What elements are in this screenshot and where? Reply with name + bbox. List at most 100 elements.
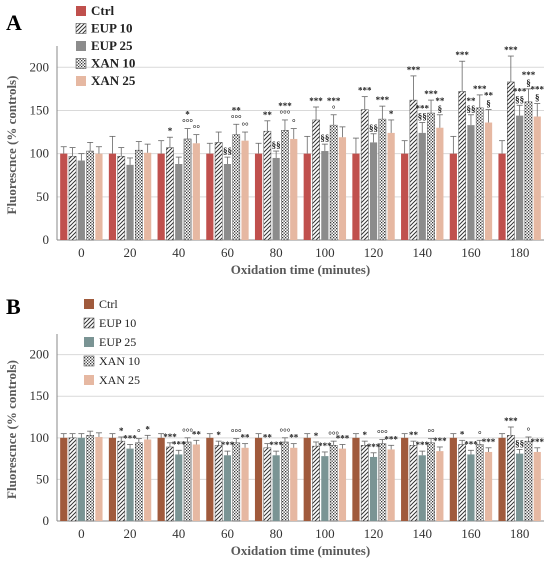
significance-label: §§	[369, 123, 378, 133]
significance-label: §	[438, 104, 443, 114]
significance-label: ***	[384, 434, 398, 444]
bar	[254, 153, 263, 240]
significance-label: °°°	[328, 430, 339, 440]
significance-label: §§	[515, 438, 524, 448]
significance-label: ***	[424, 89, 438, 99]
x-tick-label: 40	[172, 526, 185, 541]
x-tick-label: 100	[315, 526, 335, 541]
bar	[378, 443, 387, 522]
significance-label: ***	[221, 440, 235, 450]
y-axis-label: Fluorescnce (% controls)	[4, 76, 19, 215]
significance-label: ***	[278, 101, 292, 111]
bar	[263, 130, 272, 241]
x-tick-label: 20	[124, 245, 137, 260]
significance-label: °°	[427, 428, 435, 438]
bar	[126, 164, 134, 240]
bar	[192, 143, 200, 240]
bar	[338, 137, 347, 240]
bar	[281, 441, 289, 522]
significance-label: ***	[163, 432, 177, 442]
significance-label: °	[478, 429, 482, 439]
significance-label: §§	[466, 104, 475, 114]
significance-label: °°	[241, 121, 249, 131]
significance-label: **	[409, 430, 419, 440]
bar	[206, 437, 214, 521]
bar	[272, 455, 280, 521]
x-tick-label: 140	[413, 245, 433, 260]
bar	[352, 153, 360, 240]
significance-label: °	[332, 104, 336, 114]
bar	[458, 444, 466, 522]
significance-label: ***	[482, 437, 496, 447]
bar	[232, 134, 241, 241]
bar	[436, 127, 444, 240]
bar	[312, 119, 320, 241]
significance-label: *	[314, 431, 319, 441]
bar	[166, 147, 174, 241]
significance-label: ***	[416, 440, 430, 450]
significance-label: **	[435, 96, 445, 106]
bar	[533, 451, 541, 521]
y-tick-label: 50	[36, 189, 49, 204]
bar	[86, 435, 95, 522]
significance-label: ***	[358, 86, 372, 96]
legend-swatch	[83, 355, 95, 367]
bar	[418, 132, 426, 240]
legend-label: EUP 25	[91, 38, 133, 53]
bar	[387, 132, 395, 240]
bar	[108, 437, 117, 521]
bar	[507, 81, 515, 241]
significance-label: °°°	[231, 428, 242, 438]
bar	[214, 142, 223, 241]
bar	[144, 152, 152, 240]
significance-label: ***	[123, 433, 137, 443]
x-tick-label: 80	[270, 526, 283, 541]
y-tick-label: 150	[30, 388, 50, 403]
bar	[95, 436, 103, 521]
legend-swatch	[83, 317, 95, 329]
bar	[77, 160, 85, 240]
y-tick-label: 200	[30, 59, 50, 74]
legend-label: XAN 10	[91, 56, 135, 71]
y-tick-label: 200	[30, 347, 50, 362]
bar	[95, 153, 103, 240]
bar	[524, 101, 533, 241]
bar	[272, 157, 280, 240]
bar	[387, 449, 395, 521]
bar	[281, 130, 289, 241]
bar	[241, 447, 249, 521]
significance-label: **	[192, 429, 202, 439]
significance-label: °°	[193, 124, 201, 134]
legend-label: EUP 10	[99, 316, 136, 330]
bar	[475, 107, 484, 241]
x-tick-label: 120	[364, 245, 384, 260]
bar	[458, 91, 466, 241]
bar	[108, 153, 117, 240]
legend-label: EUP 25	[99, 335, 136, 349]
x-axis-label: Oxidation time (minutes)	[231, 262, 370, 277]
bar	[329, 124, 338, 241]
x-tick-label: 20	[124, 526, 137, 541]
significance-label: ***	[269, 440, 283, 450]
bar	[449, 437, 457, 521]
bar	[378, 118, 387, 241]
bar	[516, 453, 524, 521]
panel-label: A	[6, 10, 22, 35]
significance-label: ***	[531, 85, 545, 95]
bar	[360, 109, 369, 241]
significance-label: *	[168, 126, 173, 136]
significance-label: *	[389, 109, 394, 119]
bar	[241, 140, 249, 240]
bar	[524, 440, 533, 522]
significance-label: ***	[376, 95, 390, 105]
legend-label: Ctrl	[91, 3, 114, 18]
y-tick-label: 0	[43, 513, 50, 528]
y-tick-label: 50	[36, 471, 49, 486]
bar	[498, 153, 506, 240]
bar	[77, 437, 85, 521]
significance-label: °°°	[377, 428, 388, 438]
significance-label: °	[527, 426, 531, 436]
bar	[157, 153, 165, 240]
bar	[68, 437, 77, 522]
bar	[409, 99, 418, 241]
